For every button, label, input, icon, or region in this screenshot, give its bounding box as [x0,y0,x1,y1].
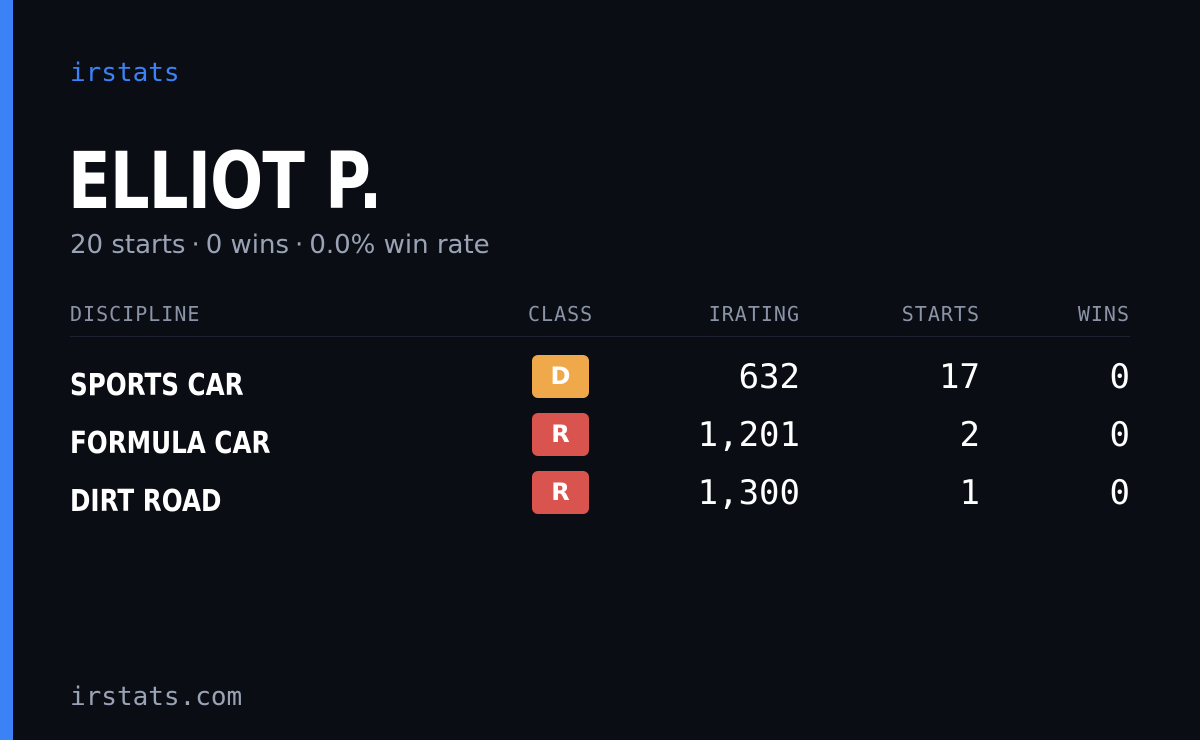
class-badge: R [532,413,589,456]
table-row: SPORTS CAR D 632 17 0 [70,353,1130,411]
stats-table: DISCIPLINE CLASS IRATING STARTS WINS SPO… [70,296,1130,527]
player-name: ELLIOT P. [68,137,382,227]
summary-separator: · [191,230,200,260]
table-header: DISCIPLINE CLASS IRATING STARTS WINS [70,296,1130,337]
class-badge: R [532,471,589,514]
footer-url[interactable]: irstats.com [70,682,243,712]
wins-value: 0 [1109,415,1130,455]
win-rate-summary: 0.0% win rate [309,230,490,260]
table-row: FORMULA CAR R 1,201 2 0 [70,411,1130,469]
starts-value: 17 [939,357,980,397]
discipline-name: DIRT ROAD [70,484,222,519]
wins-summary: 0 wins [205,230,290,260]
irating-value: 632 [738,357,800,397]
brand-logo[interactable]: irstats [70,58,180,88]
table-body: SPORTS CAR D 632 17 0 FORMULA CAR R 1,20… [70,353,1130,527]
starts-value: 1 [959,473,980,513]
header-class: CLASS [528,302,594,326]
discipline-name: SPORTS CAR [70,368,244,403]
irating-value: 1,300 [697,473,800,513]
accent-bar [0,0,13,740]
table-row: DIRT ROAD R 1,300 1 0 [70,469,1130,527]
header-irating: IRATING [708,302,800,326]
wins-value: 0 [1109,357,1130,397]
starts-value: 2 [959,415,980,455]
summary-separator: · [295,230,304,260]
irating-value: 1,201 [697,415,800,455]
header-starts: STARTS [901,302,980,326]
class-badge: D [532,355,589,398]
starts-summary: 20 starts [70,230,186,260]
header-wins: WINS [1077,302,1130,326]
wins-value: 0 [1109,473,1130,513]
player-summary: 20 starts · 0 wins · 0.0% win rate [70,228,490,262]
header-discipline: DISCIPLINE [70,302,201,326]
discipline-name: FORMULA CAR [70,426,271,461]
